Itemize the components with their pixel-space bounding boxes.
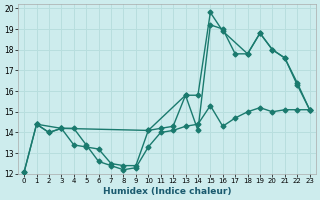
X-axis label: Humidex (Indice chaleur): Humidex (Indice chaleur) bbox=[103, 187, 231, 196]
